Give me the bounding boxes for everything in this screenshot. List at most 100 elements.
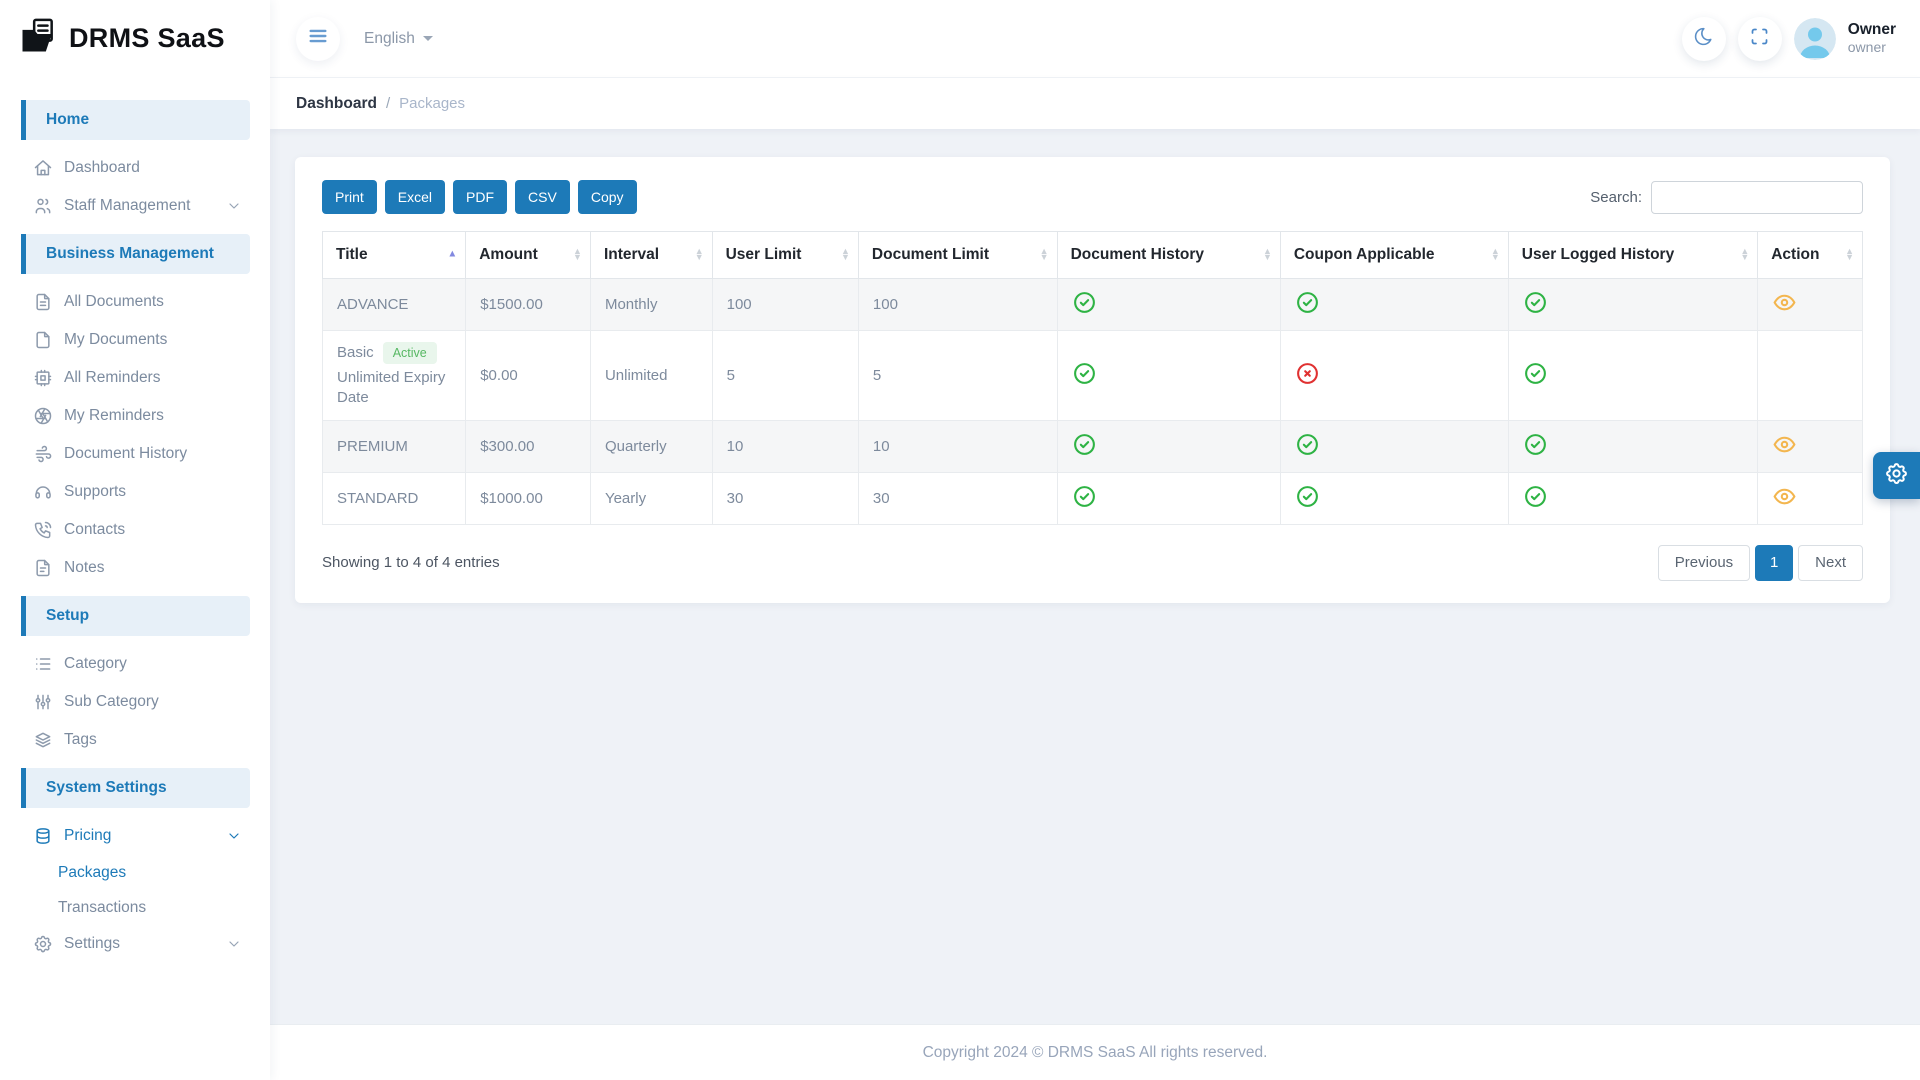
x-circle-icon: [1295, 361, 1320, 386]
sidebar-item-settings[interactable]: Settings: [0, 925, 270, 963]
cell-document-history: [1056, 419, 1281, 473]
sidebar-item-contacts[interactable]: Contacts: [0, 511, 270, 549]
table-row-advance: ADVANCE $1500.00 Monthly 100 100: [321, 278, 1863, 331]
caret-down-icon: [422, 36, 433, 41]
cell-amount: $0.00: [465, 330, 591, 421]
next-page-button[interactable]: Next: [1798, 544, 1863, 581]
check-circle-icon: [1523, 432, 1548, 457]
aperture-icon: [33, 406, 53, 426]
search-input[interactable]: [1651, 180, 1863, 214]
user-menu[interactable]: Owner owner: [1848, 21, 1896, 56]
cell-user-limit: 5: [711, 330, 859, 421]
avatar[interactable]: [1793, 17, 1836, 60]
sidebar-item-label: All Reminders: [64, 369, 161, 386]
page-1-button[interactable]: 1: [1755, 544, 1794, 581]
cell-interval: Monthly: [589, 278, 713, 331]
sidebar-section-setup[interactable]: Setup: [21, 596, 250, 636]
file-icon: [33, 330, 53, 350]
check-circle-icon: [1072, 290, 1097, 315]
breadcrumb-root-link[interactable]: Dashboard: [296, 94, 377, 112]
copy-export-button[interactable]: Copy: [577, 180, 637, 214]
eye-icon[interactable]: [1772, 290, 1797, 315]
pdf-export-button[interactable]: PDF: [453, 180, 508, 214]
sidebar-item-document-history[interactable]: Document History: [0, 435, 270, 473]
sidebar-subitem-packages[interactable]: Packages: [0, 855, 270, 890]
cell-coupon-applicable: [1279, 278, 1509, 331]
sort-arrows-icon: ▲: [447, 248, 458, 260]
sidebar-item-label: My Documents: [64, 331, 168, 348]
sidebar-item-all-documents[interactable]: All Documents: [0, 283, 270, 321]
cell-action: [1757, 278, 1863, 331]
sidebar-item-sub-category[interactable]: Sub Category: [0, 683, 270, 721]
sidebar-item-notes[interactable]: Notes: [0, 549, 270, 587]
column-header-amount[interactable]: Amount ▲ ▼: [465, 231, 591, 279]
fullscreen-button[interactable]: [1737, 16, 1782, 61]
sidebar-item-label: My Reminders: [64, 407, 164, 424]
cell-user-logged-history: [1507, 278, 1759, 331]
sidebar-item-tags[interactable]: Tags: [0, 721, 270, 759]
chevron-down-icon: [224, 826, 244, 846]
sidebar-section-business-management[interactable]: Business Management: [21, 234, 250, 274]
packages-card: Print Excel PDF CSV Copy Search: Title ▲ Amoun…: [295, 157, 1890, 603]
sort-arrows-icon: ▲ ▼: [694, 246, 704, 262]
column-header-action[interactable]: Action ▲ ▼: [1757, 231, 1863, 279]
sidebar-item-my-reminders[interactable]: My Reminders: [0, 397, 270, 435]
previous-page-button[interactable]: Previous: [1657, 544, 1751, 581]
sidebar-section-home[interactable]: Home: [21, 100, 250, 140]
sidebar-subitem-transactions[interactable]: Transactions: [0, 890, 270, 925]
table-body: ADVANCE $1500.00 Monthly 100 100 Basic Active U…: [321, 278, 1863, 525]
check-circle-icon: [1072, 432, 1097, 457]
cell-amount: $1000.00: [465, 471, 591, 525]
eye-icon[interactable]: [1772, 484, 1797, 509]
topbar-right: Owner owner: [1681, 16, 1896, 61]
column-label: Action: [1771, 246, 1820, 263]
column-header-title[interactable]: Title ▲: [321, 231, 467, 279]
chevron-down-icon: [224, 196, 244, 216]
sidebar-item-pricing[interactable]: Pricing: [0, 817, 270, 855]
cell-action: [1757, 419, 1863, 473]
cell-title: ADVANCE: [321, 278, 467, 331]
table-row-premium: PREMIUM $300.00 Quarterly 10 10: [321, 419, 1863, 473]
column-header-interval[interactable]: Interval ▲ ▼: [589, 231, 713, 279]
sidebar-item-all-reminders[interactable]: All Reminders: [0, 359, 270, 397]
sidebar-item-dashboard[interactable]: Dashboard: [0, 149, 270, 187]
brand-logo[interactable]: DRMS SaaS: [0, 0, 270, 77]
column-header-document-history[interactable]: Document History ▲ ▼: [1056, 231, 1281, 279]
search-wrap: Search:: [1590, 180, 1863, 214]
excel-export-button[interactable]: Excel: [384, 180, 446, 214]
column-header-coupon-applicable[interactable]: Coupon Applicable ▲ ▼: [1279, 231, 1509, 279]
column-header-user-logged-history[interactable]: User Logged History ▲ ▼: [1507, 231, 1759, 279]
sidebar-item-label: Settings: [64, 935, 121, 952]
sidebar-item-my-documents[interactable]: My Documents: [0, 321, 270, 359]
sidebar-item-staff-management[interactable]: Staff Management: [0, 187, 270, 225]
eye-icon[interactable]: [1772, 432, 1797, 457]
language-dropdown[interactable]: English: [364, 30, 433, 48]
sidebar-section-system-settings[interactable]: System Settings: [21, 768, 250, 808]
theme-settings-button[interactable]: [1873, 452, 1920, 499]
sidebar-item-label: Staff Management: [64, 197, 191, 214]
cell-user-logged-history: [1507, 419, 1759, 473]
dark-mode-button[interactable]: [1681, 16, 1726, 61]
table-footer: Showing 1 to 4 of 4 entries Previous 1 N…: [322, 544, 1863, 581]
column-header-user-limit[interactable]: User Limit ▲ ▼: [711, 231, 859, 279]
column-header-document-limit[interactable]: Document Limit ▲ ▼: [857, 231, 1058, 279]
check-circle-icon: [1523, 484, 1548, 509]
list-icon: [33, 654, 53, 674]
sidebar-item-label: Dashboard: [64, 159, 140, 176]
csv-export-button[interactable]: CSV: [515, 180, 570, 214]
sidebar-item-category[interactable]: Category: [0, 645, 270, 683]
user-role: owner: [1847, 39, 1886, 56]
sidebar-item-supports[interactable]: Supports: [0, 473, 270, 511]
cell-document-limit: 100: [857, 278, 1058, 331]
menu-toggle-button[interactable]: [296, 16, 340, 61]
note-icon: [33, 558, 53, 578]
topbar: English Owner owner: [270, 0, 1920, 77]
sidebar-section-label: System Settings: [46, 779, 167, 796]
fullscreen-icon: [1749, 26, 1770, 52]
pagination: Previous 1 Next: [1657, 544, 1863, 581]
print-export-button[interactable]: Print: [322, 180, 377, 214]
cell-action: [1757, 471, 1863, 525]
sidebar-item-label: Notes: [64, 559, 105, 576]
hamburger-icon: [307, 25, 329, 52]
search-label: Search:: [1590, 188, 1642, 206]
